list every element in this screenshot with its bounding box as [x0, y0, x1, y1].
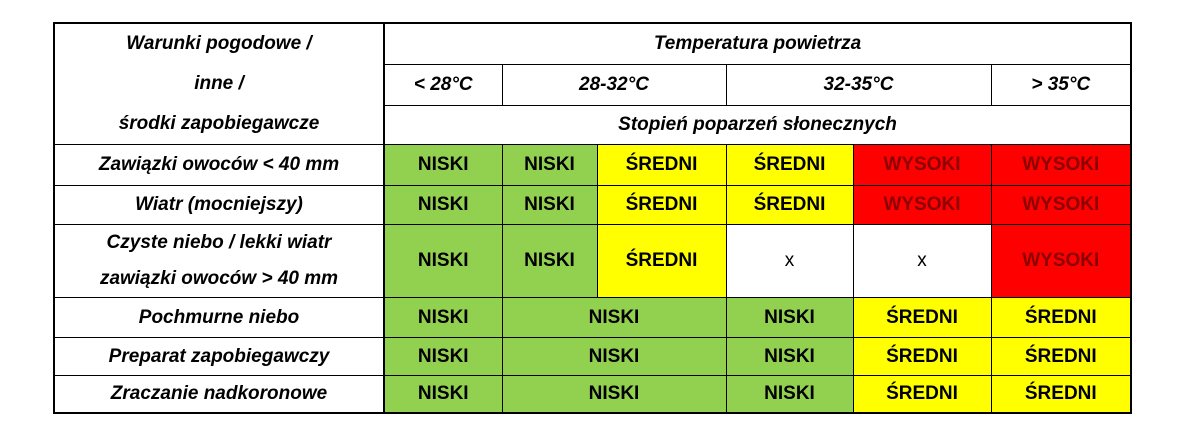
corner-label: Warunki pogodowe / inne / środki zapobiega…: [53, 22, 385, 145]
risk-cell: NISKI: [383, 297, 503, 338]
data-row: Preparat zapobiegawczy NISKI NISKI NISKI ŚRE…: [53, 337, 1132, 376]
data-row: Pochmurne niebo NISKI NISKI NISKI ŚREDNI ŚRED…: [53, 297, 1132, 338]
row-label-line: Preparat zapobiegawczy: [108, 345, 330, 367]
row-label-line: Wiatr (mocniejszy): [135, 194, 303, 215]
temperature-title: Temperatura powietrza: [383, 22, 1132, 65]
row-label: Pochmurne niebo: [53, 297, 385, 338]
row-label: Zraczanie nadkoronowe: [53, 375, 385, 414]
temperature-row: < 28°C 28-32°C 32-35°C > 35°C: [54, 64, 1132, 106]
risk-cell: NISKI: [725, 297, 854, 338]
temperature-range: > 35°C: [990, 64, 1132, 106]
risk-cell: ŚREDNI: [596, 224, 727, 298]
risk-cell: ŚREDNI: [990, 297, 1132, 338]
risk-cell: WYSOKI: [852, 144, 992, 186]
risk-cell: NISKI: [383, 375, 503, 414]
risk-cell: ŚREDNI: [852, 337, 992, 376]
risk-cell: ŚREDNI: [990, 337, 1132, 376]
corner-label-line: środki zapobiegawcze: [118, 113, 320, 134]
risk-cell: WYSOKI: [990, 144, 1132, 186]
data-row: Zraczanie nadkoronowe NISKI NISKI NISKI ŚRED…: [53, 375, 1132, 414]
risk-cell: WYSOKI: [990, 185, 1132, 225]
row-label: Zawiązki owoców < 40 mm: [53, 144, 385, 186]
temperature-range: 32-35°C: [725, 64, 992, 106]
risk-cell: ŚREDNI: [596, 144, 727, 186]
risk-cell: NISKI: [383, 144, 503, 186]
risk-cell: NISKI: [383, 337, 503, 376]
temperature-range: 28-32°C: [501, 64, 727, 106]
table-wrap: Warunki pogodowe / inne / środki zapobiega…: [53, 22, 1133, 414]
row-label-line: Czyste niebo / lekki wiatr: [106, 232, 332, 253]
temperature-range: < 28°C: [383, 64, 503, 106]
risk-cell: ŚREDNI: [990, 375, 1132, 414]
corner-label-line: Warunki pogodowe /: [126, 33, 312, 54]
risk-cell: NISKI: [383, 185, 503, 225]
row-label-line: Zawiązki owoców < 40 mm: [98, 154, 340, 175]
risk-cell: NISKI: [501, 144, 598, 186]
risk-cell: x: [852, 224, 992, 298]
risk-cell: NISKI: [501, 185, 598, 225]
risk-cell: ŚREDNI: [725, 185, 854, 225]
risk-cell: ŚREDNI: [596, 185, 727, 225]
risk-cell: NISKI: [501, 224, 598, 298]
risk-cell: NISKI: [501, 337, 727, 376]
row-label-line: zawiązki owoców > 40 mm: [99, 268, 339, 289]
sunburn-table: Warunki pogodowe / inne / środki zapobiega…: [53, 22, 1133, 414]
risk-cell: x: [725, 224, 854, 298]
risk-cell: NISKI: [725, 375, 854, 414]
risk-cell: ŚREDNI: [725, 144, 854, 186]
risk-cell: ŚREDNI: [852, 375, 992, 414]
corner-label-line: inne /: [194, 73, 244, 94]
subtitle: Stopień poparzeń słonecznych: [383, 105, 1132, 145]
risk-cell: NISKI: [725, 337, 854, 376]
row-label: Czyste niebo / lekki wiatr zawiązki owocó…: [53, 224, 385, 298]
risk-cell: NISKI: [501, 297, 727, 338]
header-row: Warunki pogodowe / inne / środki zapobiega…: [53, 22, 1132, 145]
risk-cell: NISKI: [501, 375, 727, 414]
row-label: Wiatr (mocniejszy): [53, 185, 385, 225]
data-row: Czyste niebo / lekki wiatr zawiązki owocó…: [53, 224, 1132, 298]
risk-cell: WYSOKI: [990, 224, 1132, 298]
row-label-line: Pochmurne niebo: [138, 306, 300, 328]
data-row: Wiatr (mocniejszy) NISKI NISKI ŚREDNI ŚREDNI…: [53, 185, 1132, 225]
row-label: Preparat zapobiegawczy: [53, 337, 385, 376]
risk-cell: NISKI: [383, 224, 503, 298]
data-row: Zawiązki owoców < 40 mm NISKI NISKI ŚREDNI Ś…: [53, 144, 1132, 186]
subtitle-row: Stopień poparzeń słonecznych: [54, 105, 1132, 145]
row-label-line: Zraczanie nadkoronowe: [110, 383, 328, 404]
risk-cell: ŚREDNI: [852, 297, 992, 338]
risk-cell: WYSOKI: [852, 185, 992, 225]
